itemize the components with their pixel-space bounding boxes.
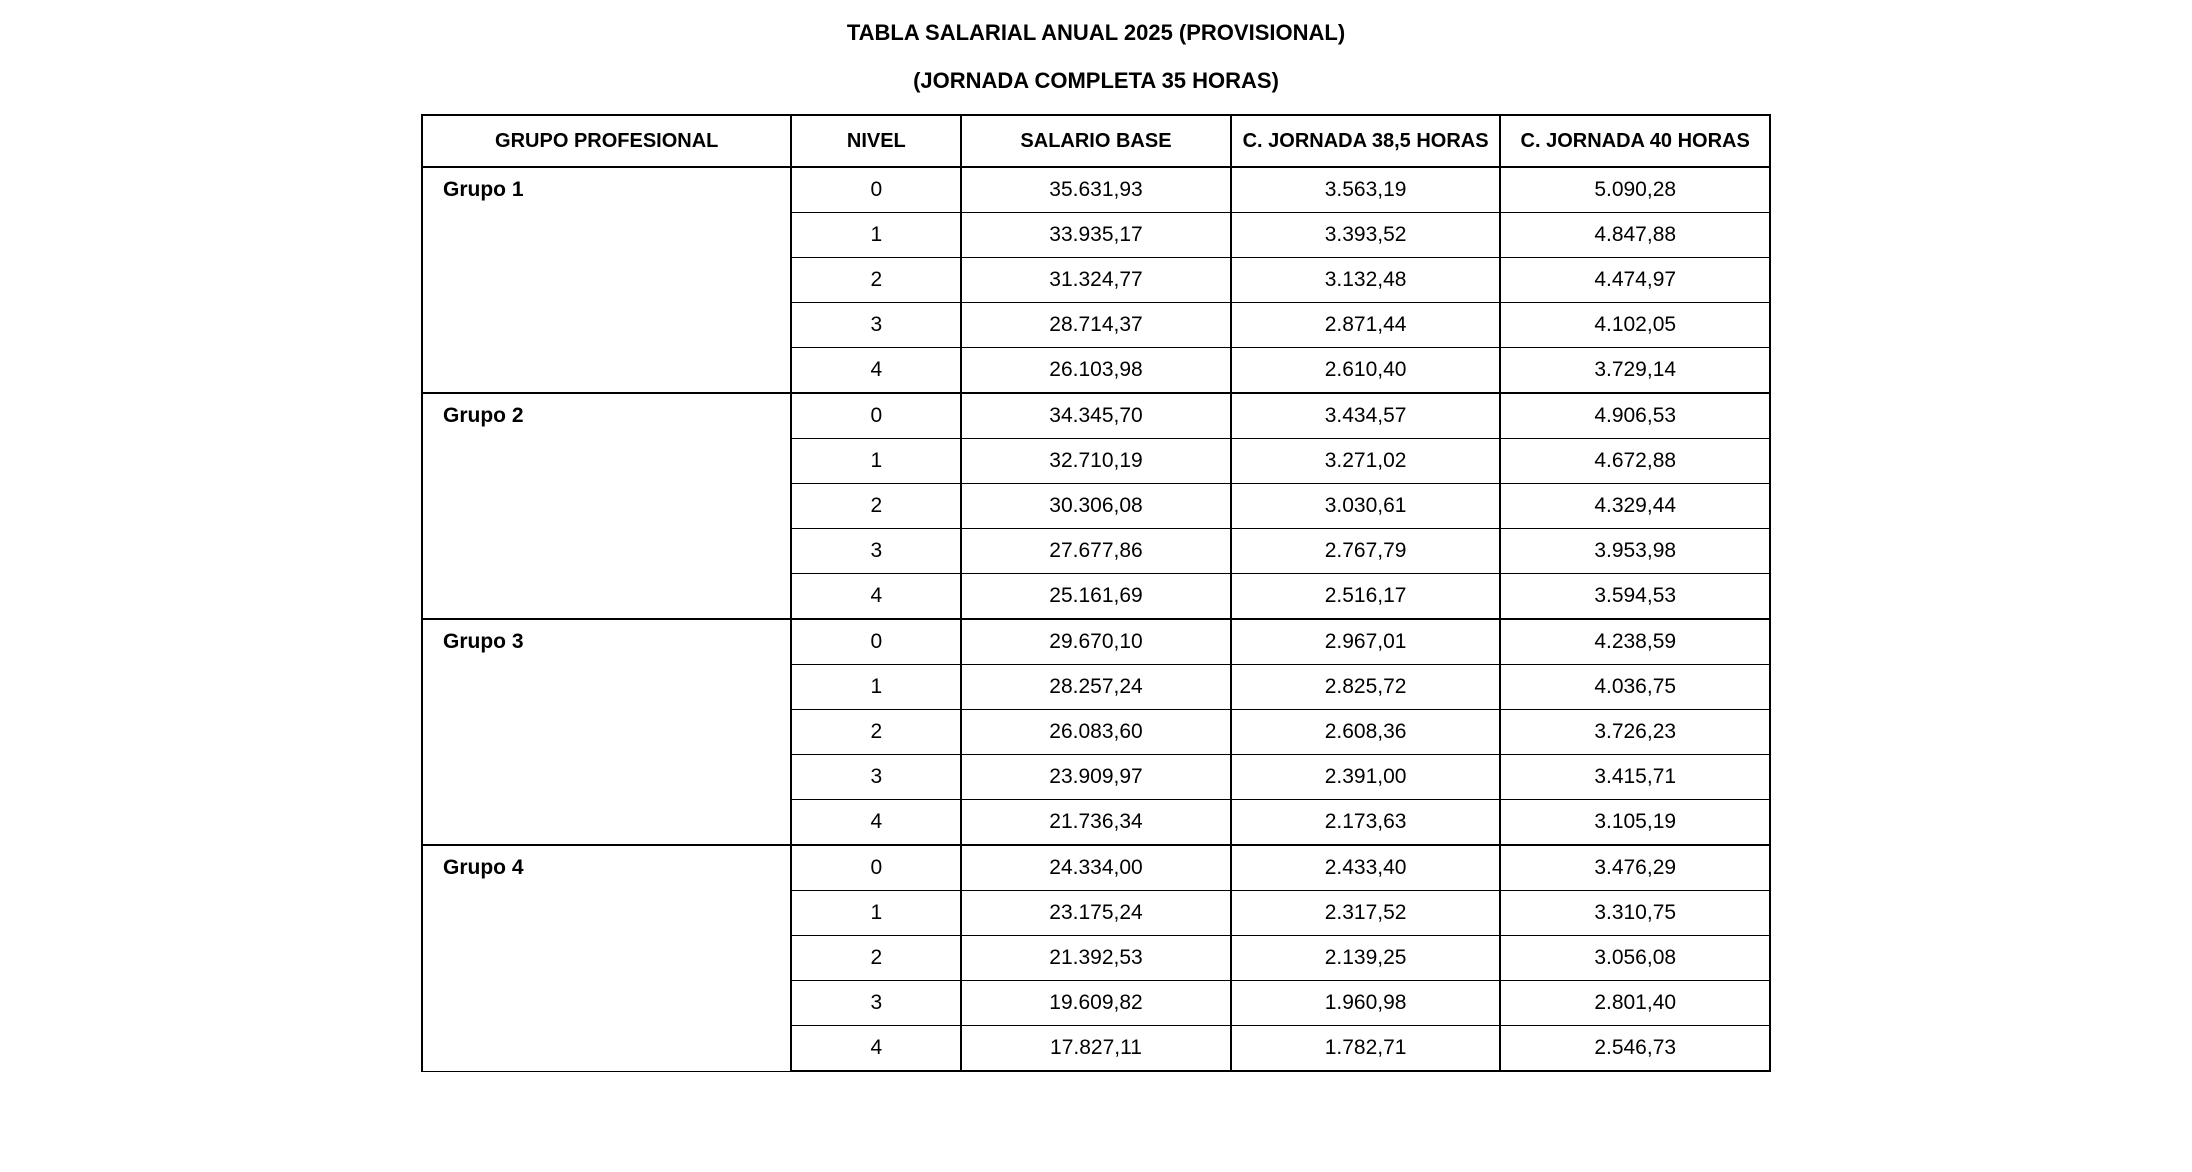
- jornada-385-cell: 2.139,25: [1231, 936, 1501, 981]
- jornada-40-cell: 2.546,73: [1500, 1026, 1770, 1072]
- salario-cell: 27.677,86: [961, 529, 1231, 574]
- table-row: Grupo 1035.631,933.563,195.090,28: [422, 167, 1770, 213]
- jornada-40-cell: 4.474,97: [1500, 258, 1770, 303]
- nivel-cell: 1: [791, 665, 961, 710]
- jornada-40-cell: 3.729,14: [1500, 348, 1770, 394]
- salario-cell: 33.935,17: [961, 213, 1231, 258]
- nivel-cell: 2: [791, 258, 961, 303]
- nivel-cell: 2: [791, 710, 961, 755]
- salary-table: GRUPO PROFESIONAL NIVEL SALARIO BASE C. …: [421, 114, 1771, 1072]
- jornada-40-cell: 3.105,19: [1500, 800, 1770, 846]
- page-title: TABLA SALARIAL ANUAL 2025 (PROVISIONAL): [847, 20, 1345, 46]
- header-grupo: GRUPO PROFESIONAL: [422, 115, 791, 167]
- jornada-385-cell: 2.608,36: [1231, 710, 1501, 755]
- nivel-cell: 2: [791, 936, 961, 981]
- jornada-385-cell: 2.391,00: [1231, 755, 1501, 800]
- group-name-cell: Grupo 2: [422, 393, 791, 619]
- table-row: Grupo 3029.670,102.967,014.238,59: [422, 619, 1770, 665]
- jornada-385-cell: 2.516,17: [1231, 574, 1501, 620]
- group-name-cell: Grupo 3: [422, 619, 791, 845]
- salario-cell: 25.161,69: [961, 574, 1231, 620]
- nivel-cell: 3: [791, 755, 961, 800]
- nivel-cell: 3: [791, 981, 961, 1026]
- salario-cell: 28.714,37: [961, 303, 1231, 348]
- jornada-385-cell: 2.610,40: [1231, 348, 1501, 394]
- jornada-40-cell: 3.726,23: [1500, 710, 1770, 755]
- jornada-40-cell: 2.801,40: [1500, 981, 1770, 1026]
- table-body: Grupo 1035.631,933.563,195.090,28133.935…: [422, 167, 1770, 1071]
- jornada-385-cell: 2.433,40: [1231, 845, 1501, 891]
- nivel-cell: 0: [791, 845, 961, 891]
- jornada-40-cell: 3.476,29: [1500, 845, 1770, 891]
- salario-cell: 23.909,97: [961, 755, 1231, 800]
- salario-cell: 17.827,11: [961, 1026, 1231, 1072]
- group-name-cell: Grupo 1: [422, 167, 791, 393]
- table-row: Grupo 2034.345,703.434,574.906,53: [422, 393, 1770, 439]
- jornada-385-cell: 3.271,02: [1231, 439, 1501, 484]
- jornada-385-cell: 3.132,48: [1231, 258, 1501, 303]
- page-subtitle: (JORNADA COMPLETA 35 HORAS): [913, 68, 1279, 94]
- jornada-40-cell: 4.102,05: [1500, 303, 1770, 348]
- jornada-385-cell: 3.393,52: [1231, 213, 1501, 258]
- jornada-40-cell: 4.238,59: [1500, 619, 1770, 665]
- header-nivel: NIVEL: [791, 115, 961, 167]
- jornada-40-cell: 4.036,75: [1500, 665, 1770, 710]
- jornada-385-cell: 2.871,44: [1231, 303, 1501, 348]
- salario-cell: 24.334,00: [961, 845, 1231, 891]
- nivel-cell: 1: [791, 891, 961, 936]
- header-jornada-40: C. JORNADA 40 HORAS: [1500, 115, 1770, 167]
- salario-cell: 35.631,93: [961, 167, 1231, 213]
- nivel-cell: 0: [791, 619, 961, 665]
- salario-cell: 19.609,82: [961, 981, 1231, 1026]
- jornada-40-cell: 5.090,28: [1500, 167, 1770, 213]
- jornada-40-cell: 4.906,53: [1500, 393, 1770, 439]
- jornada-40-cell: 3.953,98: [1500, 529, 1770, 574]
- jornada-385-cell: 1.782,71: [1231, 1026, 1501, 1072]
- table-header-row: GRUPO PROFESIONAL NIVEL SALARIO BASE C. …: [422, 115, 1770, 167]
- nivel-cell: 4: [791, 348, 961, 394]
- jornada-40-cell: 4.847,88: [1500, 213, 1770, 258]
- nivel-cell: 2: [791, 484, 961, 529]
- jornada-385-cell: 2.767,79: [1231, 529, 1501, 574]
- salario-cell: 26.083,60: [961, 710, 1231, 755]
- nivel-cell: 0: [791, 167, 961, 213]
- jornada-385-cell: 2.967,01: [1231, 619, 1501, 665]
- salario-cell: 34.345,70: [961, 393, 1231, 439]
- jornada-385-cell: 3.030,61: [1231, 484, 1501, 529]
- nivel-cell: 0: [791, 393, 961, 439]
- nivel-cell: 4: [791, 1026, 961, 1072]
- jornada-385-cell: 1.960,98: [1231, 981, 1501, 1026]
- nivel-cell: 4: [791, 574, 961, 620]
- salario-cell: 21.392,53: [961, 936, 1231, 981]
- salario-cell: 21.736,34: [961, 800, 1231, 846]
- nivel-cell: 4: [791, 800, 961, 846]
- salario-cell: 31.324,77: [961, 258, 1231, 303]
- jornada-40-cell: 3.594,53: [1500, 574, 1770, 620]
- salario-cell: 30.306,08: [961, 484, 1231, 529]
- salario-cell: 23.175,24: [961, 891, 1231, 936]
- salario-cell: 28.257,24: [961, 665, 1231, 710]
- jornada-40-cell: 3.415,71: [1500, 755, 1770, 800]
- jornada-385-cell: 3.563,19: [1231, 167, 1501, 213]
- table-row: Grupo 4024.334,002.433,403.476,29: [422, 845, 1770, 891]
- jornada-40-cell: 3.310,75: [1500, 891, 1770, 936]
- salario-cell: 26.103,98: [961, 348, 1231, 394]
- nivel-cell: 3: [791, 303, 961, 348]
- nivel-cell: 1: [791, 439, 961, 484]
- jornada-385-cell: 3.434,57: [1231, 393, 1501, 439]
- header-jornada-385: C. JORNADA 38,5 HORAS: [1231, 115, 1501, 167]
- jornada-40-cell: 3.056,08: [1500, 936, 1770, 981]
- salario-cell: 32.710,19: [961, 439, 1231, 484]
- jornada-40-cell: 4.329,44: [1500, 484, 1770, 529]
- nivel-cell: 3: [791, 529, 961, 574]
- header-salario: SALARIO BASE: [961, 115, 1231, 167]
- group-name-cell: Grupo 4: [422, 845, 791, 1071]
- jornada-40-cell: 4.672,88: [1500, 439, 1770, 484]
- nivel-cell: 1: [791, 213, 961, 258]
- salario-cell: 29.670,10: [961, 619, 1231, 665]
- jornada-385-cell: 2.173,63: [1231, 800, 1501, 846]
- jornada-385-cell: 2.317,52: [1231, 891, 1501, 936]
- jornada-385-cell: 2.825,72: [1231, 665, 1501, 710]
